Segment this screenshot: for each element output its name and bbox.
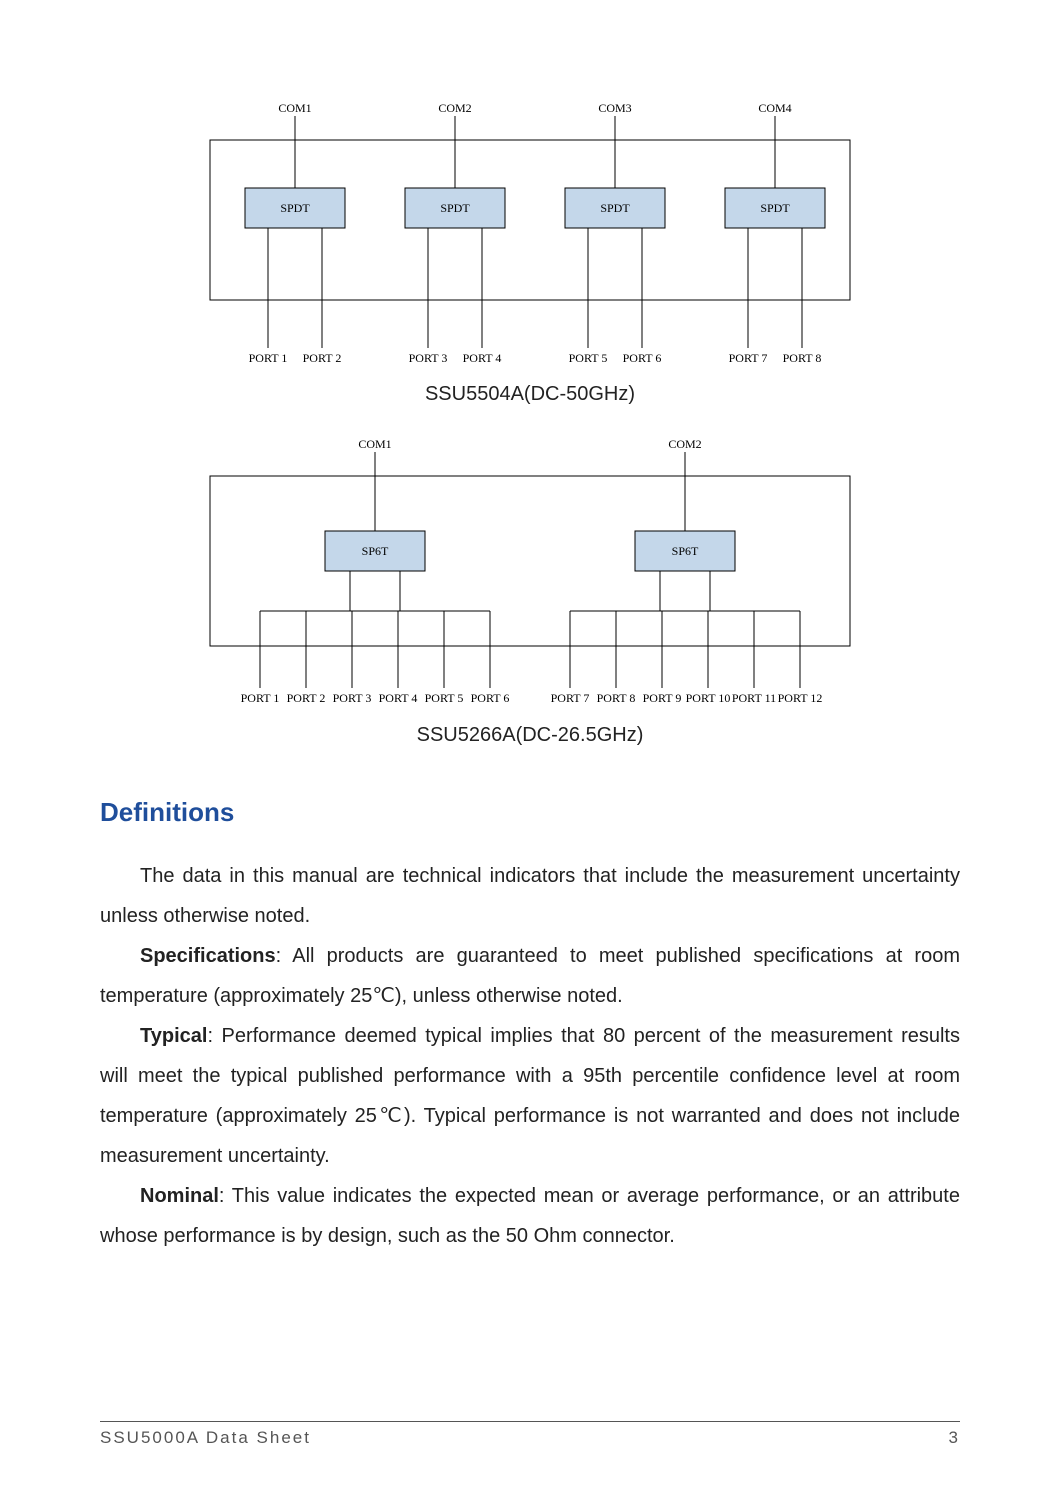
diagram-ssu5266a: COM1 SP6T COM2 SP6T PORT 1 PORT 2 PORT 3 PORT 4… <box>100 436 960 777</box>
svg-text:PORT 6: PORT 6 <box>623 351 662 365</box>
svg-text:PORT 1: PORT 1 <box>249 351 288 365</box>
svg-text:SPDT: SPDT <box>760 201 790 215</box>
svg-text:PORT 4: PORT 4 <box>379 691 418 705</box>
term-label: Specifications <box>140 945 276 967</box>
page-footer: SSU5000A Data Sheet 3 <box>100 1421 960 1448</box>
svg-text:PORT 1: PORT 1 <box>241 691 280 705</box>
svg-text:PORT 6: PORT 6 <box>471 691 510 705</box>
svg-text:COM2: COM2 <box>438 101 471 115</box>
svg-text:PORT 7: PORT 7 <box>551 691 590 705</box>
svg-text:PORT 5: PORT 5 <box>425 691 464 705</box>
definitions-paragraph: Typical: Performance deemed typical impl… <box>100 1016 960 1176</box>
svg-text:PORT 2: PORT 2 <box>287 691 326 705</box>
svg-text:PORT 9: PORT 9 <box>643 691 682 705</box>
svg-text:PORT 7: PORT 7 <box>729 351 768 365</box>
svg-text:SPDT: SPDT <box>280 201 310 215</box>
svg-text:SP6T: SP6T <box>362 544 389 558</box>
diagram-ssu5504a: COM1 SPDT COM2 SPDT COM3 SPDT COM4 SPDT PORT 1 PO… <box>100 100 960 436</box>
term-label: Typical <box>140 1025 207 1047</box>
definitions-paragraph: Nominal: This value indicates the expect… <box>100 1176 960 1256</box>
footer-left: SSU5000A Data Sheet <box>100 1428 311 1448</box>
svg-text:COM2: COM2 <box>668 437 701 451</box>
svg-text:PORT 11: PORT 11 <box>732 691 776 705</box>
footer-right: 3 <box>949 1428 960 1448</box>
svg-text:COM1: COM1 <box>358 437 391 451</box>
definitions-paragraph: The data in this manual are technical in… <box>100 856 960 936</box>
svg-text:SP6T: SP6T <box>672 544 699 558</box>
diagram2-caption: SSU5266A(DC-26.5GHz) <box>417 724 644 747</box>
definitions-body: The data in this manual are technical in… <box>100 856 960 1256</box>
svg-text:PORT 12: PORT 12 <box>778 691 823 705</box>
svg-text:PORT 5: PORT 5 <box>569 351 608 365</box>
definitions-paragraph: Specifications: All products are guarant… <box>100 936 960 1016</box>
svg-text:PORT 8: PORT 8 <box>783 351 822 365</box>
svg-text:COM4: COM4 <box>758 101 791 115</box>
svg-text:PORT 3: PORT 3 <box>409 351 448 365</box>
svg-text:PORT 10: PORT 10 <box>686 691 731 705</box>
svg-text:PORT 2: PORT 2 <box>303 351 342 365</box>
svg-text:SPDT: SPDT <box>440 201 470 215</box>
svg-text:PORT 4: PORT 4 <box>463 351 502 365</box>
svg-text:COM1: COM1 <box>278 101 311 115</box>
svg-text:PORT 8: PORT 8 <box>597 691 636 705</box>
svg-text:PORT 3: PORT 3 <box>333 691 372 705</box>
term-label: Nominal <box>140 1185 219 1207</box>
diagram1-caption: SSU5504A(DC-50GHz) <box>425 383 635 406</box>
svg-text:SPDT: SPDT <box>600 201 630 215</box>
svg-text:COM3: COM3 <box>598 101 631 115</box>
definitions-heading: Definitions <box>100 797 960 828</box>
